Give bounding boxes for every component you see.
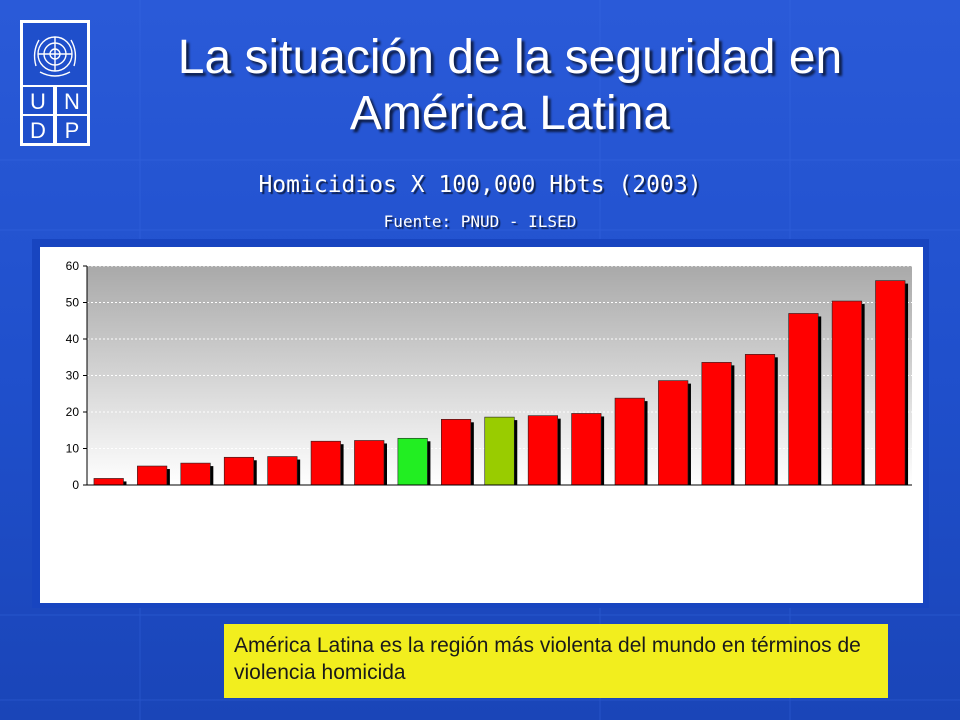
bar-porto-alegre: [484, 416, 515, 486]
bar-guatemala: [744, 354, 776, 486]
note-box: América Latina es la región más violenta…: [224, 624, 888, 698]
bar-costa-rica: [223, 456, 255, 486]
y-tick-label: 60: [66, 259, 80, 273]
y-tick-label: 50: [66, 296, 80, 310]
bar-el-salvador: [831, 300, 862, 486]
bar-bolivia: [441, 419, 472, 486]
bar-peru: [137, 465, 168, 486]
bar-venezuela: [788, 313, 819, 486]
bar-paraguay: [527, 415, 558, 486]
logo-letter-d: D: [30, 118, 46, 143]
y-tick-label: 40: [66, 332, 80, 346]
chart-subtitle: Homicidios X 100,000 Hbts (2003): [258, 172, 702, 198]
y-tick-label: 10: [66, 442, 80, 456]
bar-panama: [310, 440, 341, 486]
slide-title: La situación de la seguridad en América …: [177, 31, 843, 140]
logo-letter-u: U: [30, 89, 46, 114]
y-tick-label: 20: [66, 405, 80, 419]
logo-letter-n: N: [64, 89, 80, 114]
bar-colombia: [875, 280, 906, 486]
bar-chile: [93, 478, 124, 486]
chart-container: 0 10 20 30 40 50 60 Chile Peru Uruguay Costa Rica…: [32, 239, 929, 608]
bar-rio-grande-do-su: [397, 437, 428, 486]
chart-source: Fuente: PNUD - ILSED: [383, 212, 577, 231]
bar-brasil: [614, 397, 645, 486]
bar-uruguay: [180, 462, 211, 486]
bar-honduras: [701, 362, 732, 486]
bar-nicaragua: [354, 440, 385, 486]
logo-letter-p: P: [65, 118, 80, 143]
undp-logo: U N D P: [20, 20, 90, 146]
y-tick-label: 30: [66, 369, 80, 383]
bar-rep-dominicana: [571, 413, 602, 486]
bar-mexico: [658, 380, 689, 486]
un-emblem-icon: [33, 36, 77, 77]
bar-argentina: [267, 456, 298, 486]
y-tick-label: 0: [72, 478, 79, 492]
